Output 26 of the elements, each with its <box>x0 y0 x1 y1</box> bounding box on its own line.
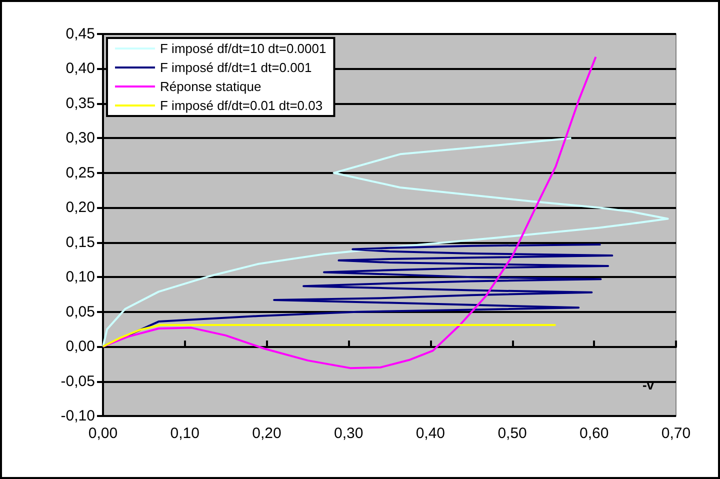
x-tick-label: 0,50 <box>498 425 527 442</box>
legend-label: F imposé df/dt=1 dt=0.001 <box>160 60 312 75</box>
line-series <box>102 324 557 348</box>
line-series <box>102 137 669 348</box>
y-tick-label: -0,10 <box>60 408 95 424</box>
y-tick-label: 0,15 <box>66 234 95 251</box>
y-tick-label: 0,35 <box>66 94 95 112</box>
y-tick-label: -0,05 <box>60 372 95 390</box>
y-tick-label: 0,30 <box>66 130 95 147</box>
y-tick-label: 0,10 <box>66 268 95 286</box>
legend-label: F imposé df/dt=10 dt=0.0001 <box>160 41 326 56</box>
y-tick-label: 0,00 <box>66 338 95 356</box>
y-tick-label: 0,05 <box>66 303 95 320</box>
y-tick-label: 0,45 <box>66 26 95 42</box>
legend-label: Réponse statique <box>160 79 262 94</box>
x-tick-label: 0,70 <box>661 425 691 442</box>
x-tick-label: 0,10 <box>170 425 200 442</box>
x-tick-label: 0,30 <box>334 425 364 442</box>
legend-label: F imposé df/dt=0.01 dt=0.03 <box>160 98 323 113</box>
y-tick-label: 0,25 <box>66 164 95 182</box>
x-tick-label: 0,40 <box>416 425 446 442</box>
y-tick-label: 0,40 <box>66 60 95 78</box>
y-tick-label: 0,20 <box>66 199 95 216</box>
x-tick-label: 0,60 <box>580 425 609 442</box>
x-tick-label: 0,20 <box>252 425 282 442</box>
x-tick-label: 0,00 <box>88 425 118 442</box>
